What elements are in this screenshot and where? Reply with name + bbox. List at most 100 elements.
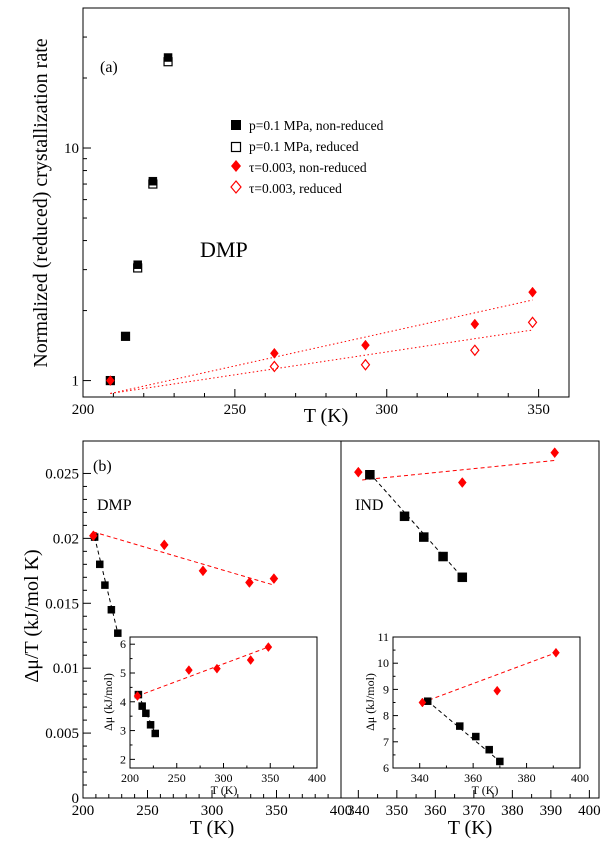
panel-b-right-inset-series2-point (552, 647, 560, 658)
panel-b-left-inset-x-tick-label: 250 (168, 771, 186, 785)
panel-a-series2-point (133, 263, 143, 273)
panel-b-right-inset-series2-point (493, 685, 502, 696)
panel-a-xlabel: T (K) (304, 405, 349, 427)
panel-b-right: 340 350 360 370 380 390 400 IND T (K) 340 360 38… (340, 440, 601, 839)
legend-marker-2 (230, 141, 242, 153)
panel-b-right-inset-y-tick-label: 7 (383, 735, 389, 749)
panel-b-right-inset-fit-line-2 (422, 652, 557, 703)
panel-b-left-series2-point (269, 573, 279, 585)
legend-label-2: p=0.1 MPa, reduced (249, 139, 359, 154)
legend-marker-1 (231, 120, 241, 130)
panel-b-right-inset-y-tick-label: 6 (383, 761, 389, 775)
panel-b-right-xlabel: T (K) (448, 817, 493, 839)
panel-a-series3-point (528, 286, 537, 298)
panel-a-plot: 200 250 300 350 1 10 (64, 7, 550, 418)
panel-b-right-series1-point (399, 511, 410, 522)
panel-b-right-series2-point (550, 447, 560, 459)
panel-b-right-x-tick-label: 350 (386, 803, 409, 819)
panel-b-left-inset-series2-point (246, 655, 255, 665)
panel-b-left-inset-ylabel: Δμ (kJ/mol) (101, 673, 115, 731)
panel-b-left-inset-x-tick-label: 350 (261, 771, 279, 785)
panel-b-left-xlabel: T (K) (190, 817, 235, 839)
panel-b-y-tick-label: 0.015 (45, 596, 79, 612)
panel-a-series4-point (269, 360, 280, 373)
panel-a-series4-point (360, 358, 371, 371)
panel-b-left-inset-y-tick-label: 5 (120, 666, 126, 680)
panel-a-x-tick-label: 200 (72, 402, 95, 418)
panel-b-left-inset-x-tick-label: 400 (308, 771, 326, 785)
panel-b-ylabel: Δμ/T (kJ/mol K) (21, 549, 43, 682)
panel-b-right-plot: 340 350 360 370 380 390 400 (347, 447, 601, 819)
panel-b-right-inset-series1-point (472, 732, 480, 741)
panel-b-left-fit-line-2 (93, 531, 275, 586)
panel-b-left-inset-x-tick-label: 200 (121, 771, 139, 785)
panel-b-right-series2-point (354, 466, 363, 478)
panel-b-right-inset-series2-point (418, 697, 427, 708)
panel-b-left-inset-series2-point (264, 642, 273, 652)
panel-a-series3-point (470, 318, 480, 330)
panel-b-right-fit-line-1 (369, 473, 463, 578)
panel-b-left-frame (82, 440, 342, 799)
panel-b-left-inset-series2-point (185, 665, 193, 676)
panel-a-series3-point (361, 339, 370, 351)
panel-b-right-inset-x-tick-label: 380 (518, 771, 536, 785)
panel-b-right-inset-x-tick-label: 360 (464, 771, 482, 785)
panel-b-right-inset-series1-point (485, 745, 493, 754)
panel-b-left-inset-frame (129, 636, 318, 769)
panel-a-x-tick-label: 250 (224, 402, 247, 418)
panel-b-label: (b) (93, 458, 112, 475)
panel-b-right-series2-point (457, 477, 467, 488)
panel-b-left-x-tick-label: 200 (72, 803, 95, 819)
legend-label-1: p=0.1 MPa, non-reduced (249, 118, 384, 133)
panel-a-series1-point (148, 176, 158, 186)
panel-a-y-tick-label: 10 (64, 141, 79, 157)
panel-b-left-inset-fit-line-2 (137, 646, 269, 697)
panel-a-series3-point (106, 375, 115, 386)
panel-b-left-inset-y-tick-label: 2 (120, 752, 126, 766)
panel-b-left-series1-point (96, 560, 104, 569)
panel-b-right-inset-xlabel: T (K) (472, 783, 499, 797)
panel-a-x-tick-label: 300 (376, 402, 399, 418)
panel-b-left-inset-y-tick-label: 3 (120, 724, 126, 738)
panel-b-left-inset-xlabel: T (K) (211, 783, 238, 797)
panel-b-left-inset-y-tick-label: 6 (120, 637, 126, 651)
panel-a-sample-label: DMP (200, 237, 248, 262)
panel-a-series2-point (120, 331, 131, 341)
panel-b-right-inset-x-tick-label: 400 (571, 771, 589, 785)
panel-b-right-fit-line-2 (362, 459, 555, 481)
panel-b-right-x-tick-label: 340 (347, 803, 370, 819)
panel-b-left-inset-series2-point (213, 663, 221, 674)
panel-a-series4-point (470, 344, 480, 357)
panel-b-y-tick-label: 0 (72, 791, 80, 807)
panel-b-left-inset-x-tick-label: 300 (215, 771, 233, 785)
panel-b-right-series1-point (419, 532, 429, 542)
panel-b-right-sample-label: IND (355, 497, 383, 514)
panel-a-legend: p=0.1 MPa, non-reduced p=0.1 MPa, reduce… (230, 118, 384, 196)
panel-b-right-inset-series1-point (496, 757, 504, 766)
panel-a-series3-point (270, 347, 279, 359)
panel-b-right-inset-y-tick-label: 9 (383, 682, 389, 696)
panel-b-left-inset-series1-point (138, 702, 146, 710)
panel-b-left-inset-series1-point (146, 721, 155, 729)
panel-a-ylabel: Normalized (reduced) crystallization rat… (30, 38, 52, 367)
panel-b-right-series1-point (438, 551, 448, 562)
panel-b-left-series1-point (114, 629, 122, 637)
panel-a-series4-point (527, 316, 538, 329)
panel-b-right-x-tick-label: 400 (578, 803, 601, 819)
panel-b-left-series1-point (107, 606, 116, 614)
panel-b-left-series1-point (101, 581, 109, 589)
panel-a-fit-line-2 (110, 329, 533, 394)
panel-b-left-x-tick-label: 400 (330, 803, 353, 819)
panel-a-series1-point (133, 260, 142, 269)
panel-b-left-x-tick-label: 350 (265, 803, 288, 819)
panel-b-right-frame (340, 440, 600, 799)
panel-b-y-tick-label: 0.01 (53, 661, 79, 677)
panel-b-left-inset-y-tick-label: 4 (120, 695, 126, 709)
panel-b-right-series1-point (457, 572, 468, 583)
legend-marker-4 (230, 180, 242, 194)
panel-a-fit-line-1 (110, 299, 533, 394)
panel-a-series1-point (121, 332, 130, 341)
legend-label-3: τ=0.003, non-reduced (249, 160, 367, 175)
panel-a-x-tick-label: 350 (527, 402, 550, 418)
panel-a: 200 250 300 350 1 10 (a) DMP T (K) Normalized… (30, 7, 570, 427)
